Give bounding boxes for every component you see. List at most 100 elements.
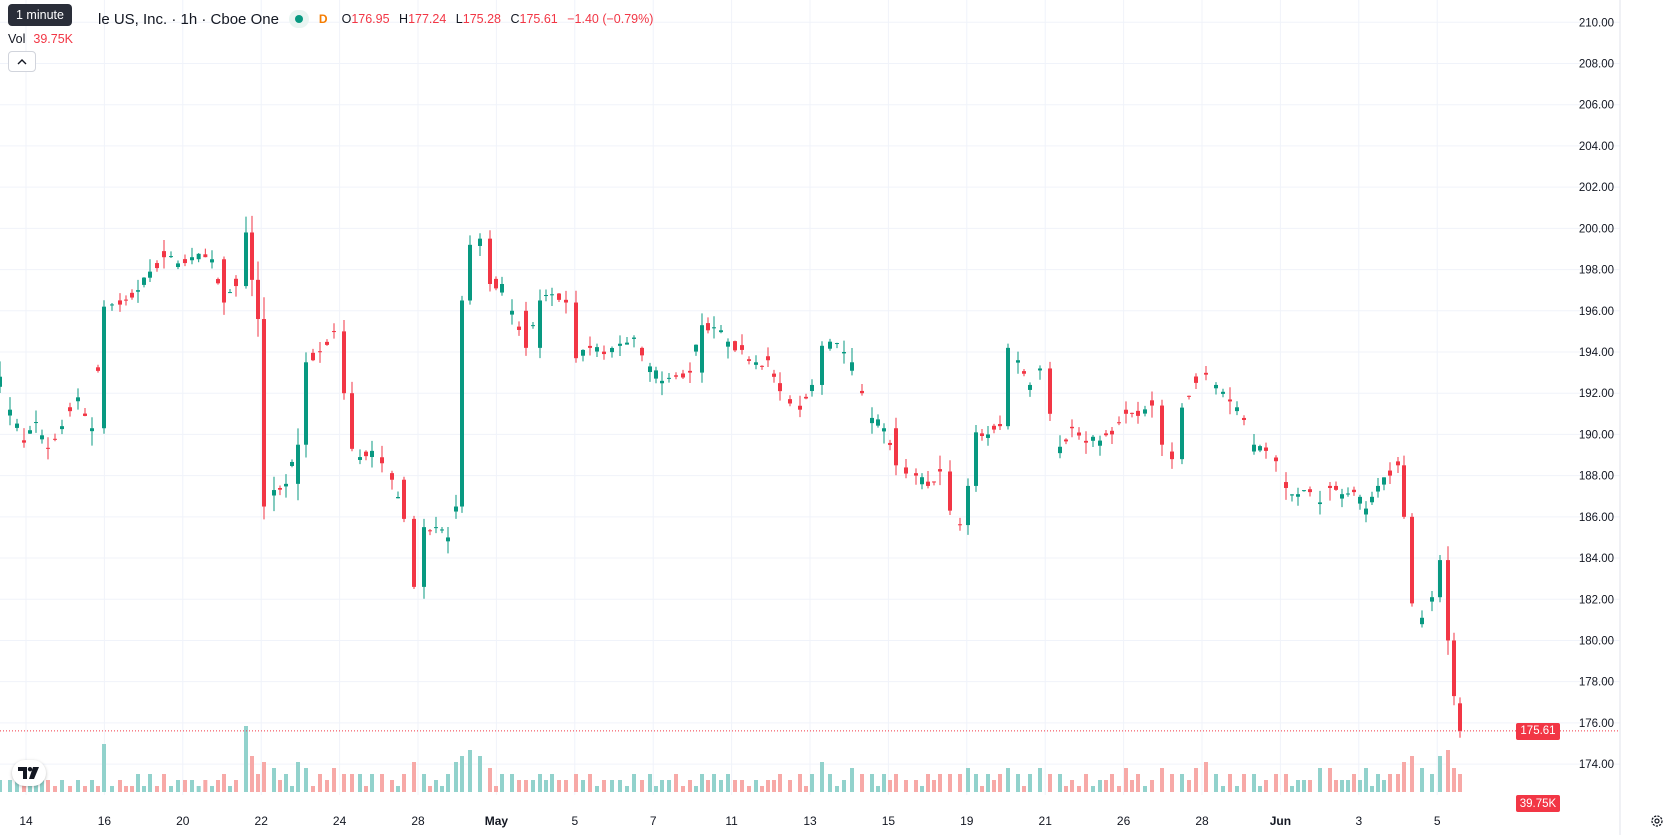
candle-body — [1296, 494, 1300, 497]
change-value: −1.40 (−0.79%) — [567, 12, 654, 26]
y-tick-label: 194.00 — [1579, 347, 1614, 359]
volume-bar — [284, 774, 288, 792]
volume-bar — [8, 780, 12, 792]
candle-body — [440, 529, 444, 531]
volume-bar — [396, 786, 400, 792]
candle-body — [1430, 597, 1434, 602]
candle-body — [625, 342, 629, 345]
candle-body — [1290, 494, 1294, 496]
candle-body — [740, 345, 744, 350]
symbol-title[interactable]: le US, Inc. · 1h · Cboe One — [98, 10, 279, 28]
candle-body — [1235, 407, 1239, 412]
candle-body — [1194, 376, 1198, 383]
x-tick-label: 26 — [1117, 814, 1131, 828]
volume-bar — [468, 750, 472, 792]
candle-body — [674, 375, 678, 377]
volume-bar — [318, 774, 322, 792]
candle-body — [778, 383, 782, 392]
volume-bar — [920, 786, 924, 792]
volume-bar — [190, 780, 194, 792]
volume-bar — [428, 786, 432, 792]
candle-body — [958, 524, 962, 526]
volume-bar — [966, 768, 970, 792]
volume-bar — [130, 786, 134, 792]
candle-body — [820, 345, 824, 385]
candle-body — [550, 294, 554, 296]
candle-body — [632, 337, 636, 339]
x-tick-label: 21 — [1039, 814, 1053, 828]
volume-bar — [440, 786, 444, 792]
volume-bar — [588, 774, 592, 792]
candle-body — [1258, 446, 1262, 451]
volume-bar — [244, 726, 248, 792]
candle-body — [60, 426, 64, 430]
volume-bar — [550, 774, 554, 792]
volume-bar — [53, 786, 57, 792]
volume-bar — [740, 780, 744, 792]
candle-body — [986, 434, 990, 438]
volume-legend[interactable]: Vol 39.75K — [8, 32, 73, 46]
candle-body — [1104, 433, 1108, 436]
volume-bar — [602, 780, 606, 792]
volume-bar — [1058, 774, 1062, 792]
gear-icon[interactable] — [1648, 812, 1666, 830]
volume-bar — [694, 786, 698, 792]
volume-bar — [90, 780, 94, 792]
candle-body — [1130, 412, 1134, 414]
volume-bar — [986, 774, 990, 792]
candle-body — [148, 271, 152, 278]
volume-bar — [632, 774, 636, 792]
candle-body — [96, 367, 100, 371]
volume-bar — [148, 774, 152, 792]
volume-bar — [618, 780, 622, 792]
last-price-tag: 175.61 — [1516, 722, 1560, 740]
volume-bar — [1274, 774, 1278, 792]
candle-body — [110, 304, 114, 306]
volume-bar — [1028, 774, 1032, 792]
data-badge[interactable]: D — [318, 12, 328, 26]
volume-bar — [370, 774, 374, 792]
volume-bar — [183, 780, 187, 792]
y-tick-label: 180.00 — [1579, 635, 1614, 647]
y-tick-label: 190.00 — [1579, 429, 1614, 441]
candle-body — [1028, 384, 1032, 390]
candle-body — [1038, 368, 1042, 371]
volume-bar — [124, 786, 128, 792]
candle-body — [34, 422, 38, 424]
volume-bar — [136, 774, 140, 792]
tradingview-logo-icon[interactable] — [12, 760, 46, 786]
candle-body — [304, 362, 308, 445]
volume-bar — [272, 768, 276, 792]
candle-body — [90, 428, 94, 432]
collapse-legend-button[interactable] — [8, 51, 36, 72]
candle-body — [162, 251, 166, 258]
candle-body — [428, 530, 432, 532]
volume-bar — [564, 780, 568, 792]
volume-bar — [102, 744, 106, 792]
candle-body — [1077, 432, 1081, 436]
volume-value: 39.75K — [33, 32, 74, 46]
candle-body — [574, 302, 578, 359]
volume-bar — [992, 780, 996, 792]
candle-body — [524, 310, 528, 348]
volume-bar — [1318, 768, 1322, 792]
candle-body — [1274, 457, 1278, 462]
candle-body — [262, 319, 266, 507]
volume-bar — [1328, 768, 1332, 792]
volume-bar — [674, 774, 678, 792]
candle-body — [860, 390, 864, 394]
candle-body — [434, 527, 438, 529]
symbol-legend[interactable]: le US, Inc. · 1h · Cboe One D O176.95 H1… — [8, 8, 653, 30]
candle-body — [544, 295, 548, 297]
volume-bar — [810, 774, 814, 792]
candle-body — [828, 341, 832, 349]
volume-bar — [40, 780, 44, 792]
market-status[interactable]: D — [288, 10, 328, 28]
candle-body — [747, 359, 751, 361]
volume-bar — [688, 780, 692, 792]
volume-bar — [640, 780, 644, 792]
candle-body — [1364, 508, 1368, 515]
last-volume-tag: 39.75K — [1516, 795, 1560, 812]
candle-body — [272, 490, 276, 496]
